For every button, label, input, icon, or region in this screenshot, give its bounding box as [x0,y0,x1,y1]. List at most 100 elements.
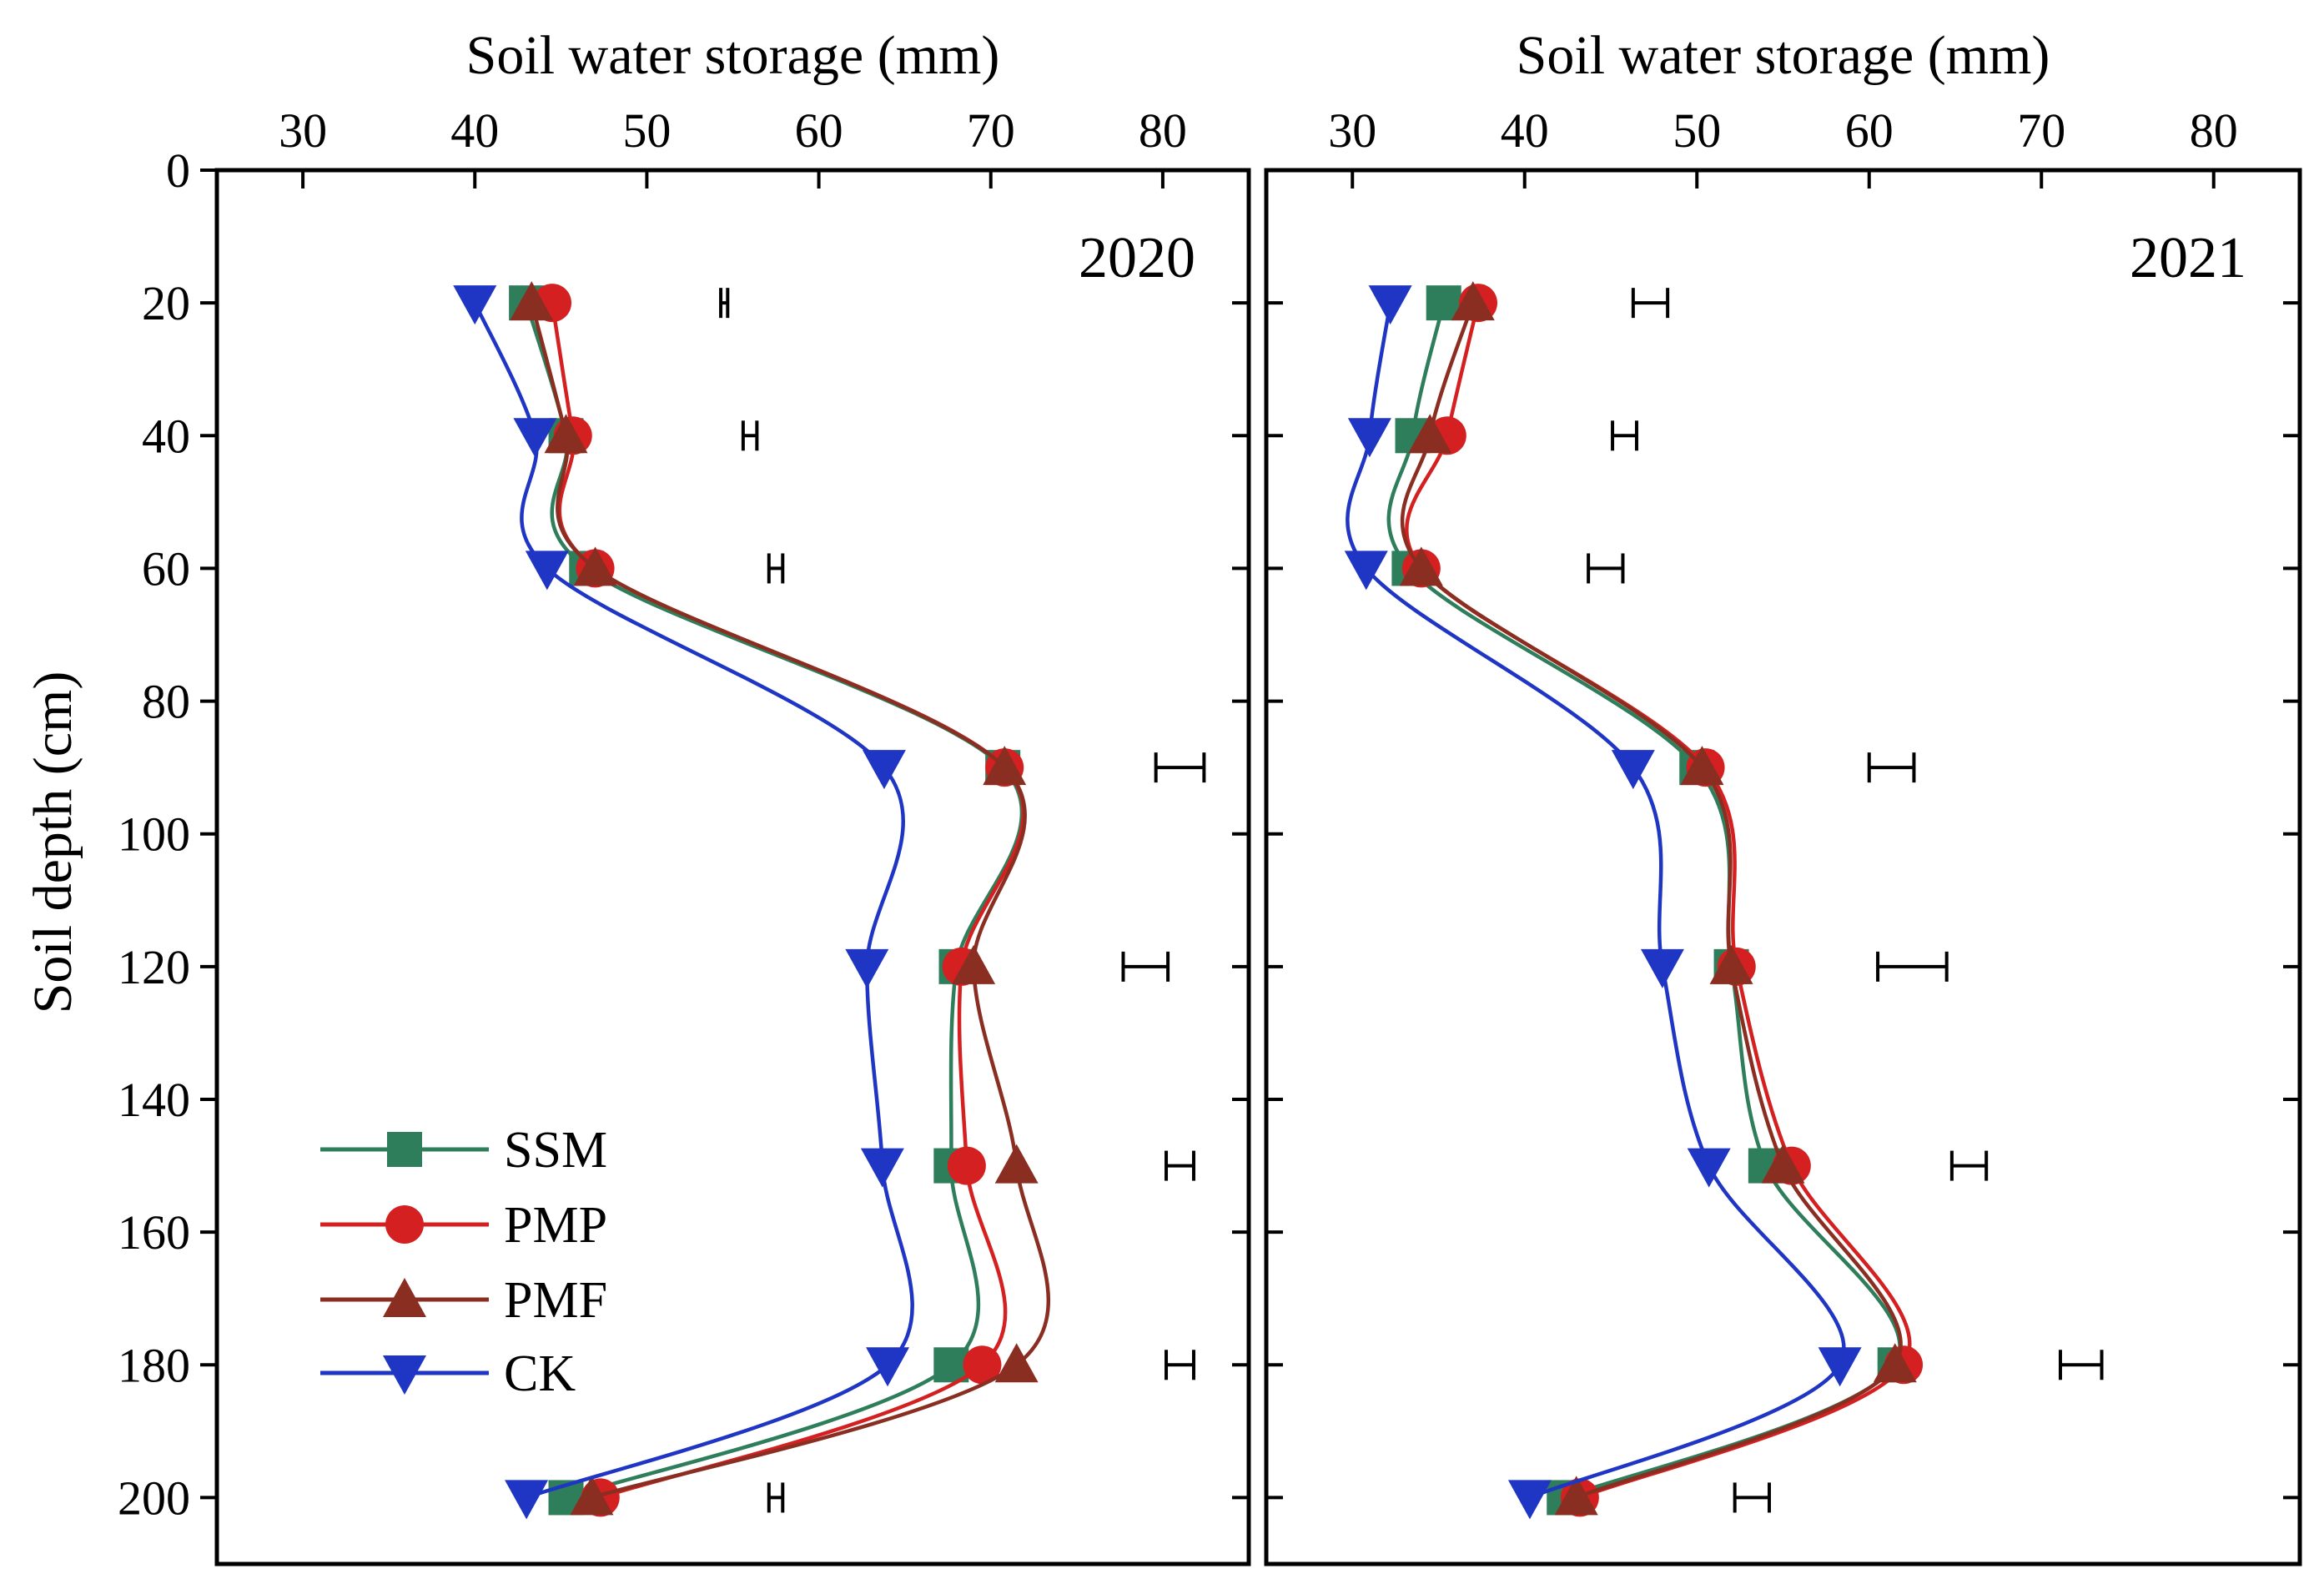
year-label: 2020 [1079,226,1195,290]
point-ck [860,1148,904,1188]
x-tick-label: 70 [967,103,1015,158]
error-bar [1154,752,1206,783]
point-pmp [947,1146,986,1185]
y-tick-label: 140 [118,1073,190,1127]
legend-label: SSM [504,1122,607,1179]
x-tick-label: 50 [1673,103,1721,158]
legend-label: PMP [504,1197,607,1254]
legend-marker [383,1355,426,1395]
legend-label: PMF [504,1272,607,1329]
error-bar [1949,1150,1989,1181]
point-pmf [1408,414,1452,454]
point-ck [1611,750,1655,790]
point-pmf [1554,1476,1598,1516]
series-line-ck [1346,302,1846,1500]
legend-label: CK [504,1345,576,1402]
error-bar [1165,1350,1196,1380]
point-pmf [994,1144,1039,1184]
point-ck [525,551,569,591]
point-ck [453,285,497,325]
legend-item-ssm: SSM [320,1122,607,1179]
y-tick-label: 180 [118,1338,190,1392]
error-bar [1867,752,1916,783]
error-bar [1611,420,1638,451]
point-ck [1368,285,1412,325]
point-pmf [952,944,996,984]
point-ck [1818,1347,1862,1387]
x-axis-label: Soil water storage (mm) [466,25,1000,86]
series-line-pmf [1400,302,1903,1500]
point-ck [866,1347,910,1387]
point-pmp [963,1345,1002,1385]
y-tick-label: 0 [166,143,190,198]
point-ck [862,750,906,790]
point-ck [1347,418,1391,458]
error-bar [1121,951,1170,982]
x-tick-label: 40 [450,103,499,158]
point-pmf [573,546,617,586]
point-ck [1640,948,1684,988]
error-bar [1876,951,1949,982]
error-bar [1631,288,1670,319]
point-pmf [1680,746,1724,786]
error-bar [741,420,759,451]
x-axis-label: Soil water storage (mm) [1517,25,2050,86]
y-tick-label: 100 [118,807,190,862]
x-tick-label: 80 [1139,103,1187,158]
y-tick-label: 200 [118,1471,190,1525]
error-bar [767,1482,785,1513]
point-ck [1344,551,1388,591]
panel-2020: Soil water storage (mm) 30 40 50 60 70 80 0 20 40… [118,25,1251,1566]
legend: SSM PMP PMF CK [320,1122,607,1402]
y-tick-label: 80 [142,675,190,729]
x-tick-label: 50 [622,103,671,158]
x-tick-label: 30 [279,103,327,158]
x-tick-label: 40 [1501,103,1549,158]
point-pmf [1761,1144,1805,1184]
point-ck [513,418,557,458]
point-ck [1687,1148,1731,1188]
legend-item-pmf: PMF [320,1272,607,1329]
point-ck [845,948,889,988]
point-ck [1507,1480,1552,1520]
panel-2021: Soil water storage (mm) 30 40 50 60 70 80 2021 [1264,25,2302,1566]
legend-marker [385,1205,424,1244]
series-line-pmp [550,302,1026,1500]
y-tick-label: 160 [118,1205,190,1260]
point-pmf [1873,1343,1917,1383]
year-label: 2021 [2130,226,2246,290]
series-line-pmf [530,302,1050,1500]
point-pmf [1709,944,1753,984]
x-tick-label: 60 [795,103,843,158]
point-pmf [1399,546,1443,586]
series-line-ssm [1386,302,1902,1500]
error-bar [1165,1150,1196,1181]
error-bar [719,288,730,319]
point-pmf [570,1476,614,1516]
point-pmf [510,281,554,321]
point-ck [505,1480,549,1520]
x-tick-label: 80 [2190,103,2238,158]
error-bar [1733,1482,1771,1513]
legend-item-pmp: PMP [320,1197,607,1254]
y-axis-label: Soil depth (cm) [23,671,83,1014]
legend-marker [383,1278,426,1317]
point-pmf [983,746,1027,786]
legend-item-ck: CK [320,1345,576,1402]
plot-frame [214,168,1251,1566]
y-tick-label: 120 [118,940,190,994]
error-bar [767,553,785,584]
x-tick-label: 60 [1845,103,1894,158]
y-tick-label: 40 [142,409,190,463]
plot-frame [1264,168,2302,1566]
legend-marker [387,1132,422,1167]
x-tick-label: 70 [2017,103,2065,158]
error-bar [1587,553,1625,584]
point-pmf [994,1343,1039,1383]
x-tick-label: 30 [1328,103,1376,158]
point-pmf [1451,281,1495,321]
y-tick-label: 60 [142,541,190,596]
error-bar [2058,1350,2104,1380]
point-pmf [544,414,588,454]
